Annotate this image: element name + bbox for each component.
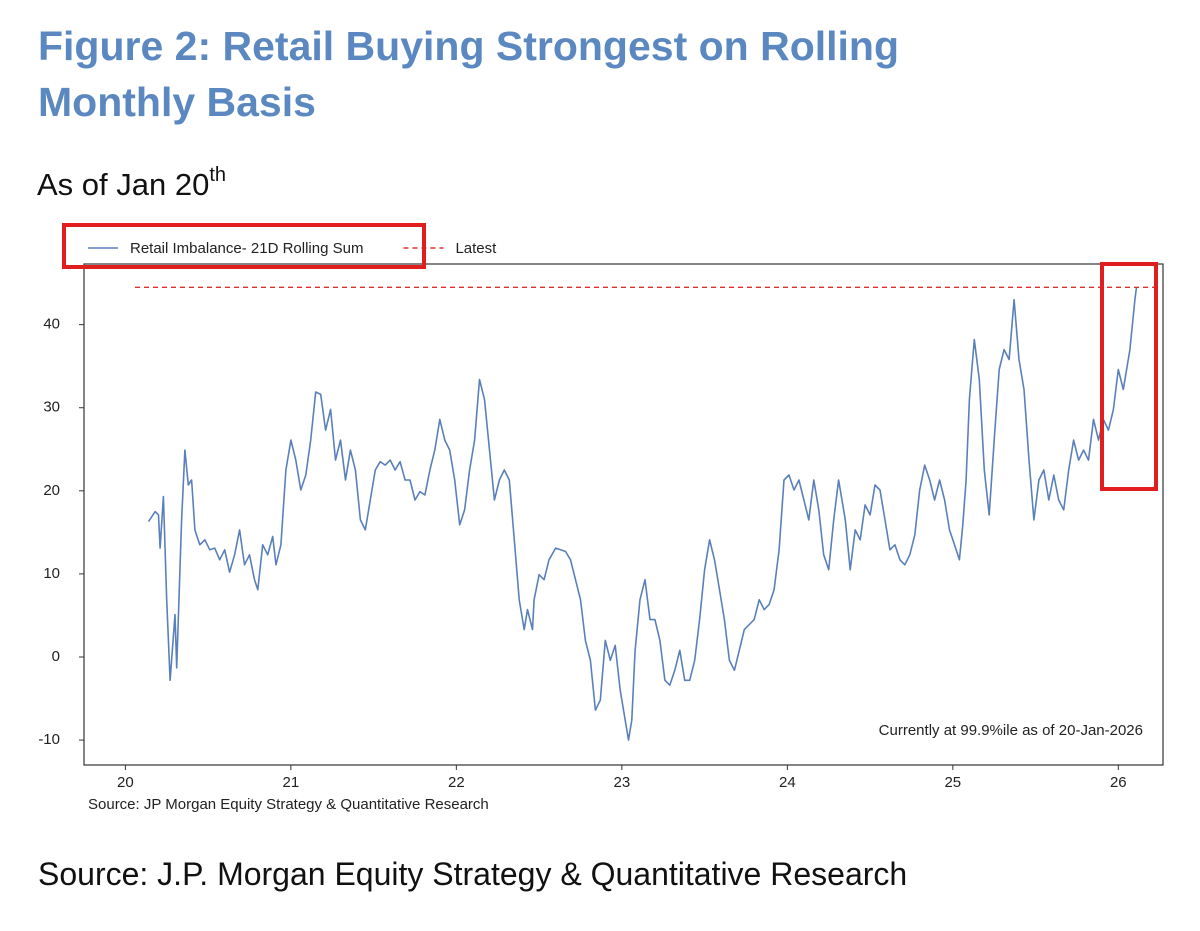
y-tick-label: -10 [38,731,60,748]
plot-frame [83,263,1164,766]
x-tick-label: 23 [614,774,631,791]
y-tick-label: 30 [43,399,60,416]
y-tick-label: 0 [52,648,60,665]
footer-source: Source: J.P. Morgan Equity Strategy & Qu… [38,856,908,892]
y-tick-label: 20 [43,482,60,499]
data-line [147,287,1138,741]
legend-label: Retail Imbalance- 21D Rolling Sum [130,240,363,257]
x-tick-label: 25 [944,774,961,791]
x-tick-label: 20 [117,774,134,791]
source-note: Source: JP Morgan Equity Strategy & Quan… [88,796,489,813]
highlight-box [1100,262,1158,491]
x-tick-label: 21 [283,774,300,791]
y-tick-label: 40 [43,316,60,333]
legend-label: Latest [455,240,497,257]
subtitle: As of Jan 20th [37,164,226,203]
subtitle-superscript: th [209,164,227,186]
x-tick-label: 22 [448,774,465,791]
x-tick-label: 24 [779,774,796,791]
chart-title: Figure 2: Retail Buying Strongest on Rol… [38,23,900,125]
annotation: Currently at 99.9%ile as of 20-Jan-2026 [879,722,1143,739]
subtitle-text: As of Jan 20 [37,167,210,202]
highlight-box [62,223,426,269]
y-tick-label: 10 [43,565,60,582]
x-tick-label: 26 [1110,774,1127,791]
